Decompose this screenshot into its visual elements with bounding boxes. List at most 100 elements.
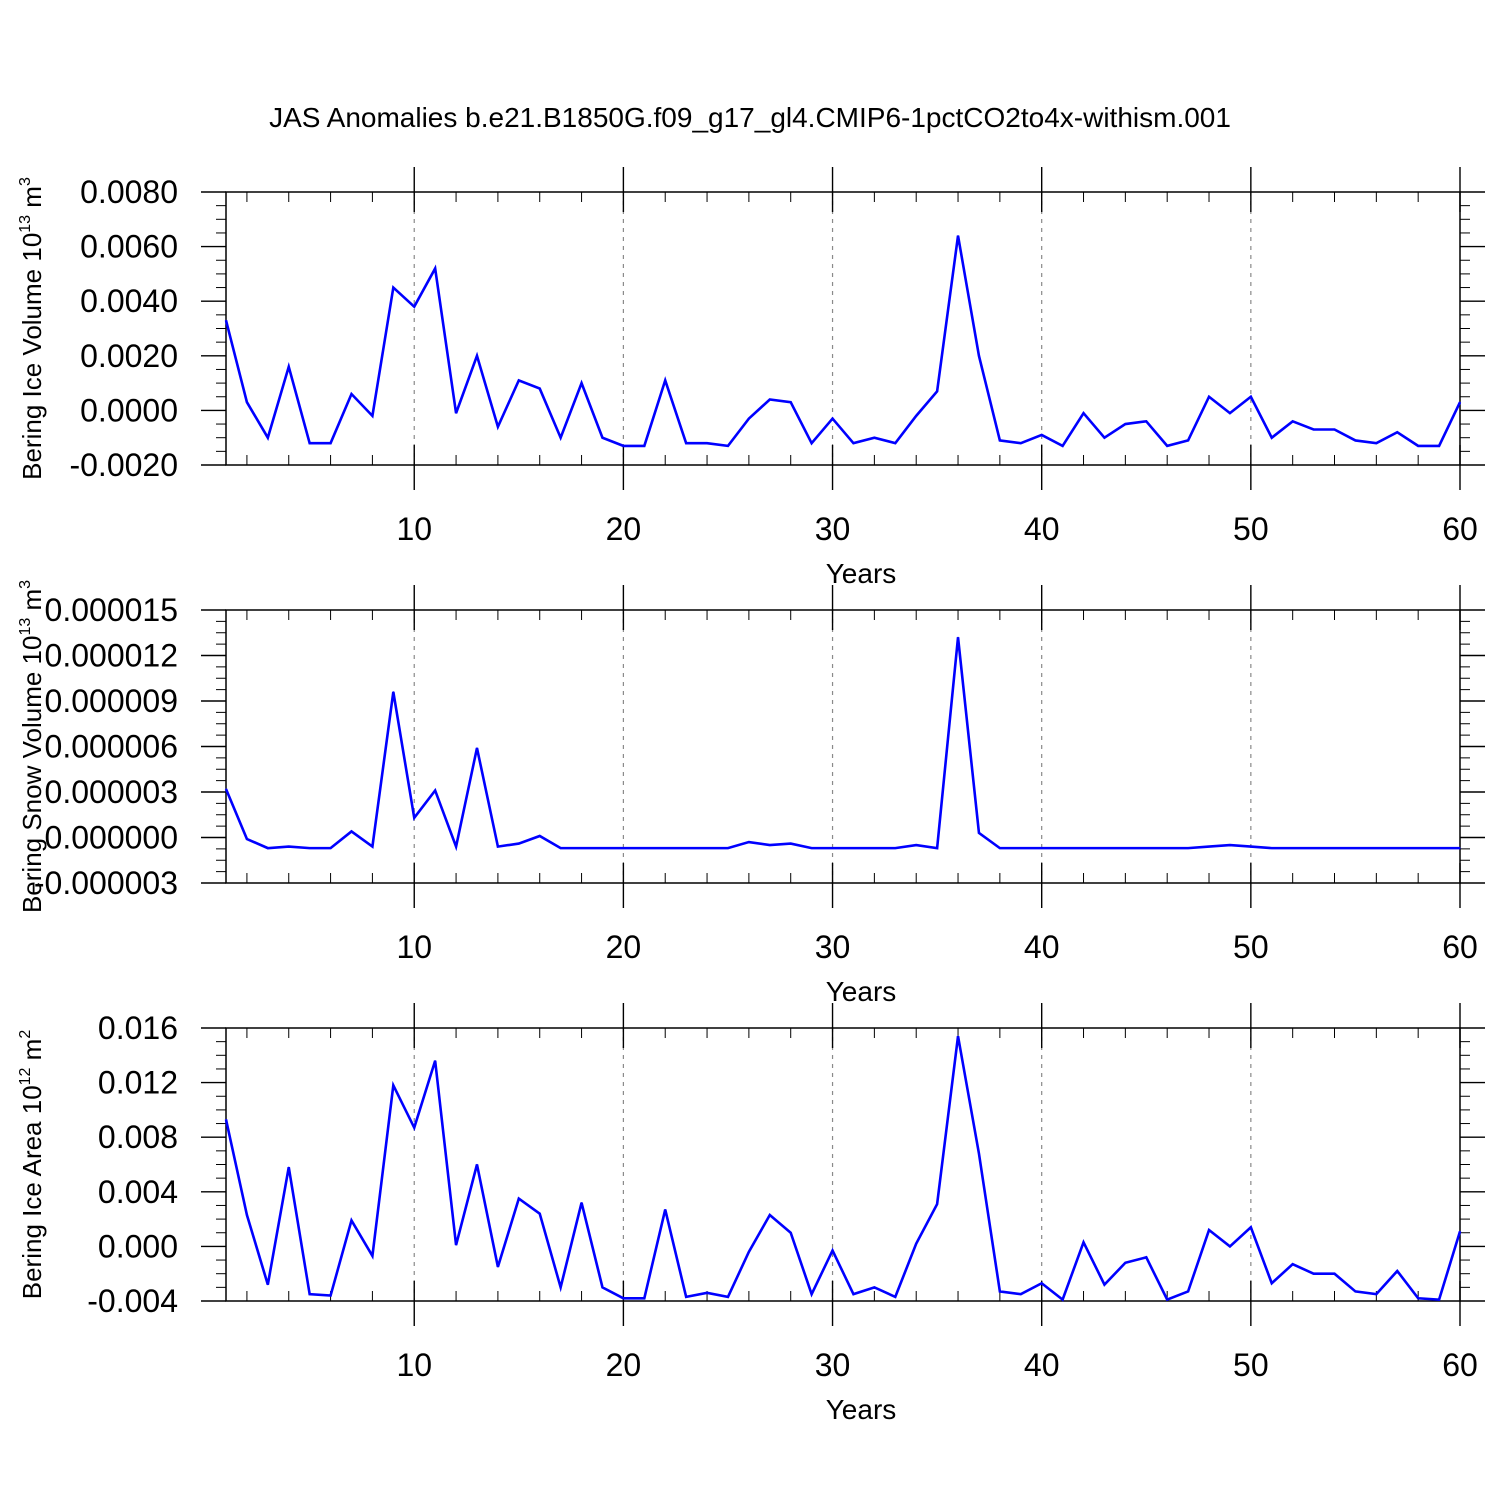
data-point	[706, 1292, 708, 1294]
y-axis-label-exponent: 12	[17, 1067, 34, 1085]
data-point	[999, 847, 1001, 849]
data-point	[748, 841, 750, 843]
x-tick-label: 20	[606, 1347, 642, 1383]
data-point	[852, 1293, 855, 1295]
y-tick-label: 0.000006	[45, 729, 178, 765]
y-tick-label: 0.0060	[80, 229, 178, 265]
data-point	[267, 1284, 269, 1286]
data-point	[371, 846, 374, 848]
data-point	[560, 1286, 562, 1288]
data-point	[1145, 847, 1147, 849]
y-axis-label-text: Bering Ice Volume 10	[17, 233, 47, 480]
y-axis-label-exponent: 13	[17, 215, 34, 233]
data-point	[1271, 847, 1273, 849]
data-point	[329, 1294, 332, 1297]
data-point	[727, 1296, 729, 1298]
data-point	[978, 1152, 980, 1155]
data-point	[497, 846, 499, 848]
data-point	[309, 847, 311, 849]
data-point	[1124, 423, 1126, 425]
data-point	[1082, 1241, 1085, 1243]
data-point	[1250, 1226, 1252, 1228]
data-point	[852, 847, 855, 849]
x-tick-label: 60	[1442, 511, 1478, 547]
y-tick-label: 0.008	[98, 1119, 178, 1155]
data-point	[413, 817, 415, 819]
data-point	[643, 847, 645, 849]
data-point	[1271, 437, 1273, 439]
data-point	[664, 847, 666, 849]
data-point	[601, 847, 604, 849]
x-tick-label: 60	[1442, 1347, 1478, 1383]
y-axis-label-exponent: 3	[17, 580, 34, 589]
series-line	[224, 235, 1462, 448]
data-point	[915, 844, 917, 846]
data-point	[873, 437, 875, 439]
data-point	[455, 846, 457, 848]
data-point	[873, 1286, 875, 1288]
y-tick-label: 0.000003	[45, 774, 178, 810]
data-point	[1103, 1284, 1106, 1286]
data-point	[392, 691, 394, 693]
data-point	[873, 847, 875, 849]
y-axis-label-text: m	[17, 589, 47, 618]
data-point	[748, 417, 750, 420]
data-point	[1396, 847, 1398, 849]
data-point	[560, 437, 562, 439]
data-point	[1103, 847, 1106, 849]
data-point	[371, 415, 374, 417]
data-point	[1417, 1297, 1419, 1299]
x-tick-label: 10	[396, 511, 432, 547]
data-point	[1292, 1263, 1294, 1265]
data-point	[1292, 847, 1294, 849]
data-point	[1459, 401, 1461, 403]
data-point	[811, 847, 813, 849]
data-point	[1459, 1230, 1461, 1232]
data-point	[1166, 445, 1168, 447]
data-point	[1438, 847, 1440, 849]
data-point	[1354, 439, 1357, 442]
data-point	[539, 1213, 541, 1215]
data-point	[497, 1266, 499, 1268]
y-axis-label-text: m	[17, 1039, 47, 1068]
y-tick-label: 0.000009	[45, 683, 178, 719]
data-point	[1208, 1229, 1210, 1231]
data-point	[1229, 844, 1231, 846]
data-point	[894, 1296, 896, 1298]
plot-frame	[225, 1027, 1461, 1302]
data-point	[246, 1214, 248, 1216]
data-point	[413, 1127, 415, 1129]
data-point	[225, 788, 227, 790]
series-line	[224, 637, 1460, 852]
data-point	[580, 382, 583, 384]
data-point	[580, 847, 583, 849]
data-point	[350, 1219, 353, 1222]
data-point	[664, 379, 666, 381]
data-point	[748, 1251, 750, 1253]
data-point	[811, 442, 813, 444]
data-point	[1375, 847, 1377, 849]
data-point	[1145, 1256, 1147, 1258]
data-point	[790, 401, 792, 403]
y-tick-label: 0.0000	[80, 392, 178, 428]
data-point	[1292, 420, 1294, 422]
data-point	[580, 1202, 583, 1204]
x-tick-label: 40	[1024, 929, 1060, 965]
data-point	[1271, 1282, 1273, 1284]
x-tick-label: 50	[1233, 1347, 1269, 1383]
data-point	[978, 355, 980, 357]
y-axis-label-exponent: 2	[17, 1030, 34, 1039]
data-point	[957, 1035, 959, 1037]
data-point	[1166, 847, 1168, 849]
data-point	[1208, 846, 1210, 848]
y-tick-label: 0.0080	[80, 174, 178, 210]
data-point	[246, 401, 248, 403]
data-point	[246, 838, 248, 840]
data-point	[1229, 1245, 1231, 1247]
data-point	[1103, 437, 1106, 439]
data-point	[1333, 847, 1336, 849]
data-point	[371, 1255, 374, 1257]
x-tick-label: 20	[606, 929, 642, 965]
data-point	[790, 1232, 792, 1234]
data-point	[288, 1166, 290, 1168]
